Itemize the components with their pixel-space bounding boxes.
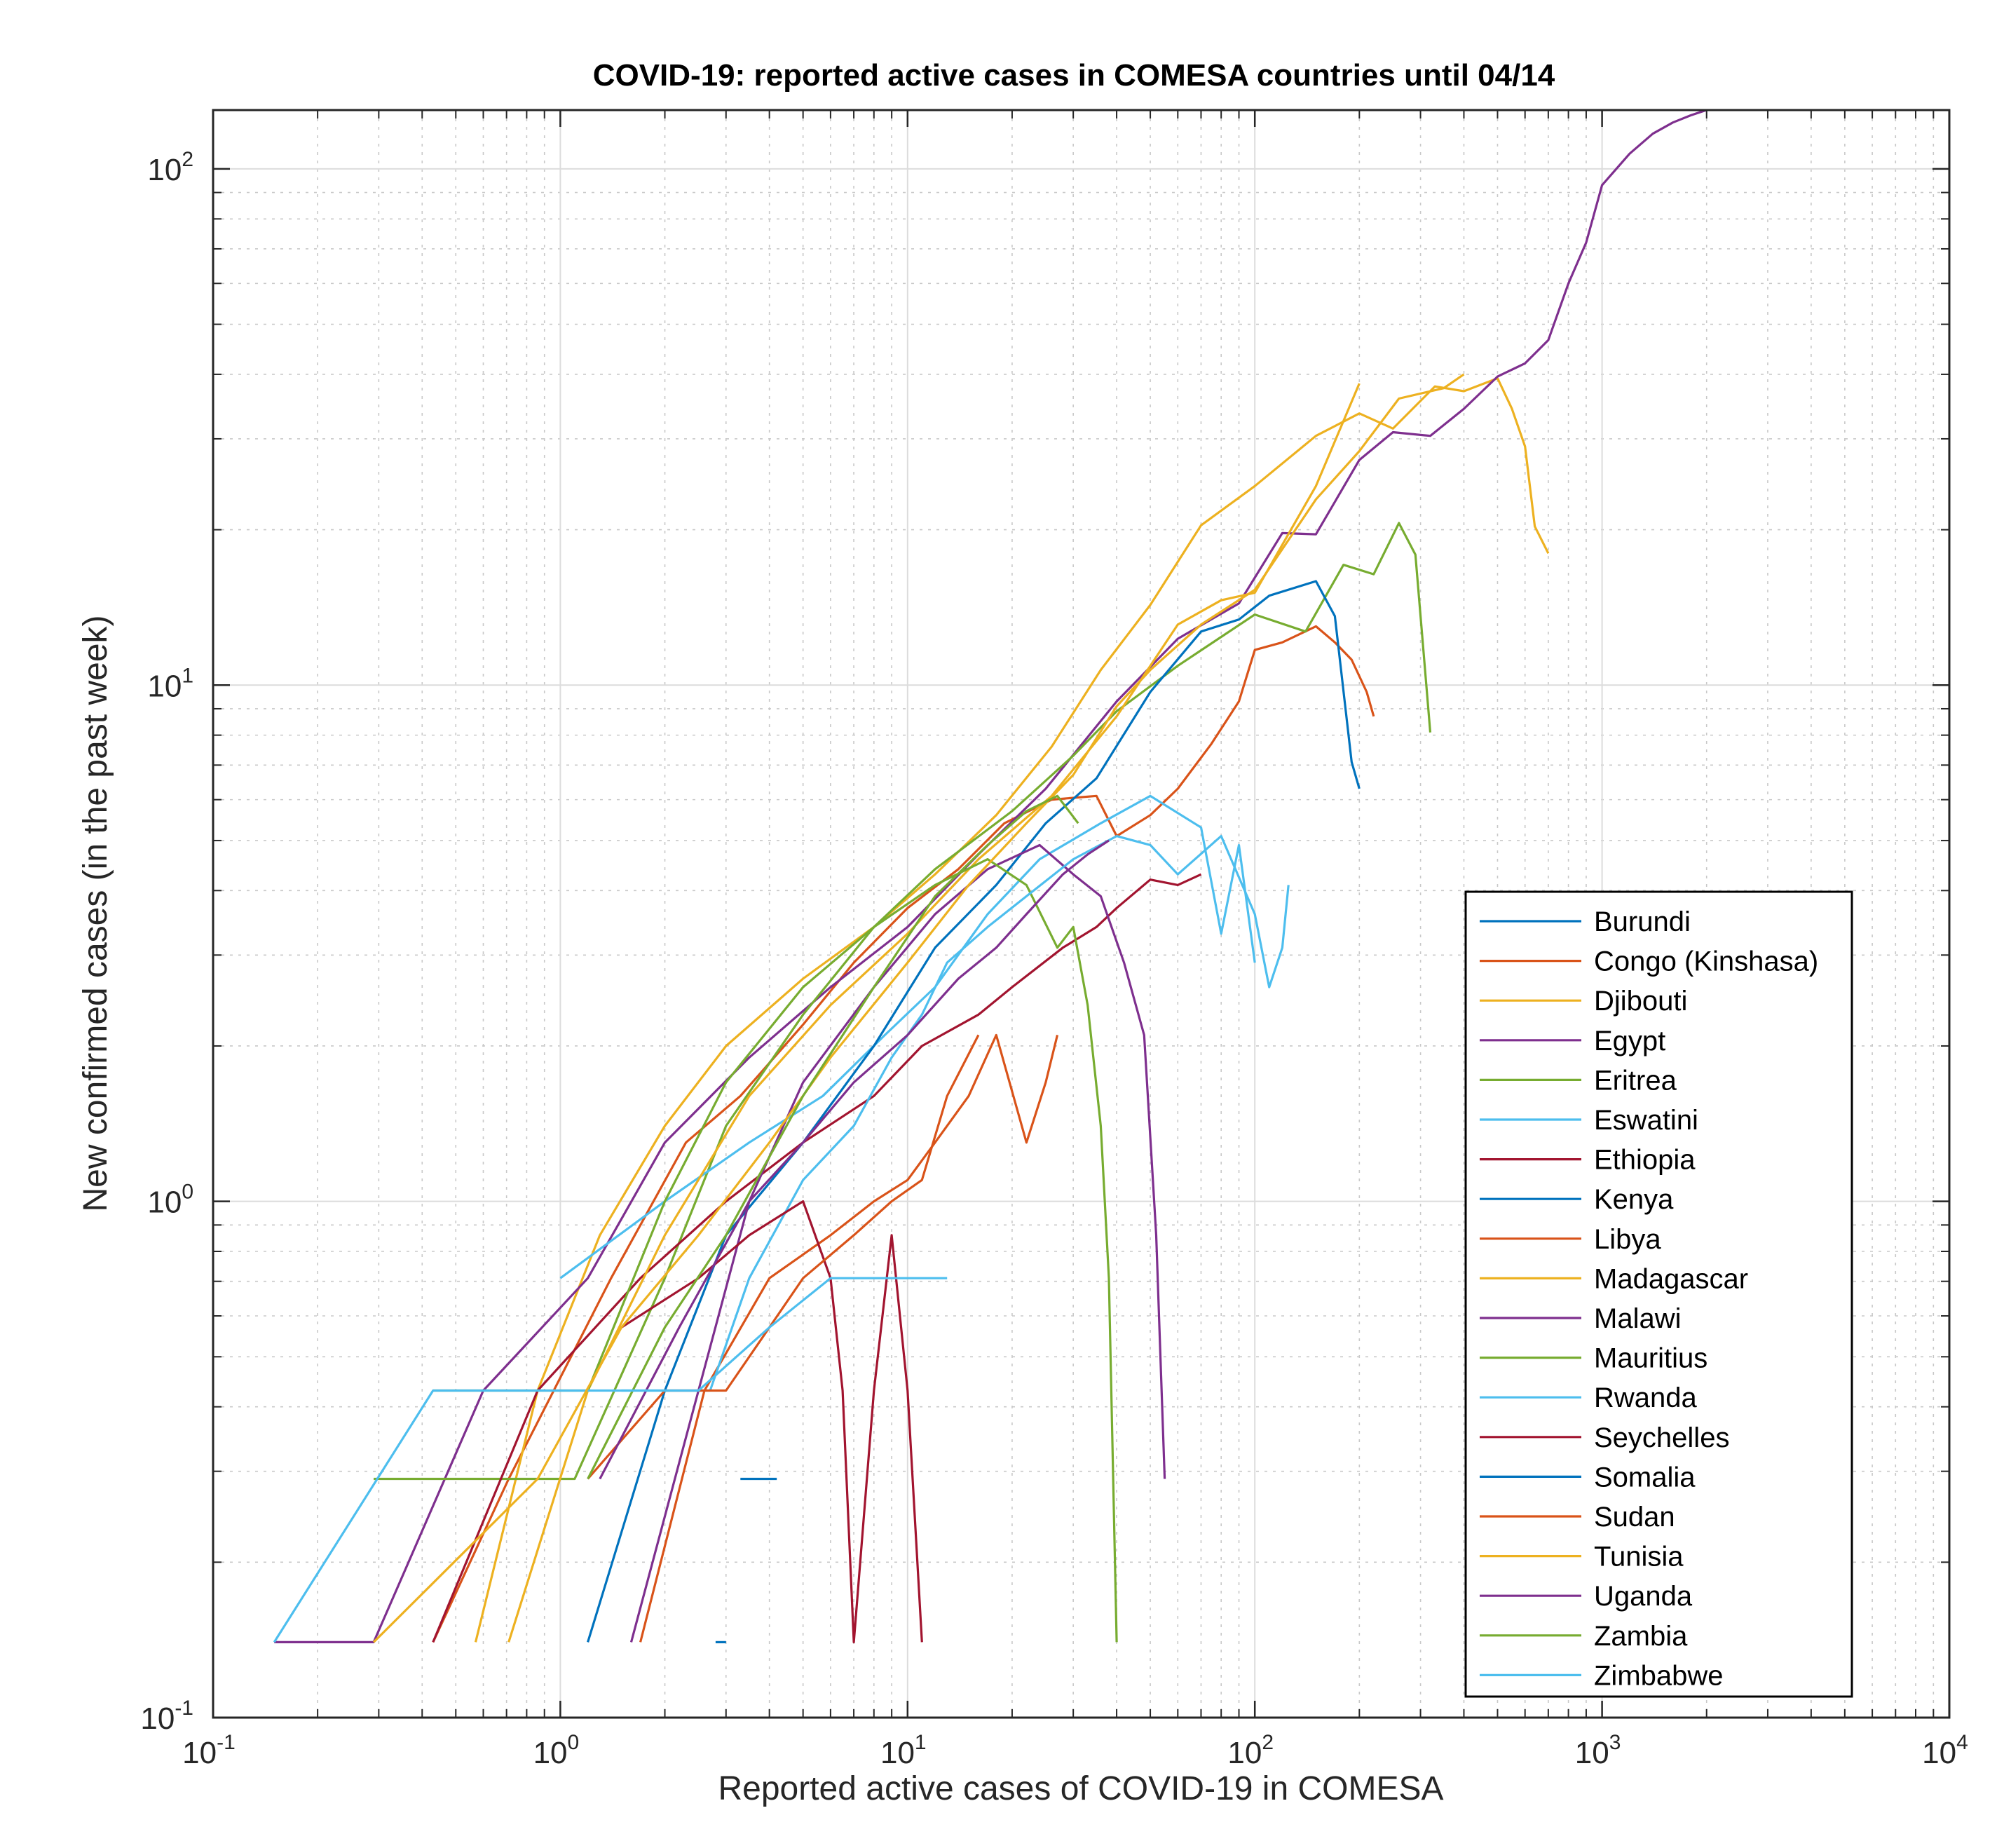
legend-items: Burundi Congo (Kinshasa) Djibouti Egypt Erit…: [1480, 906, 1818, 1691]
legend: Burundi Congo (Kinshasa) Djibouti Egypt Erit…: [1464, 890, 1853, 1698]
legend-label-seychelles: Seychelles: [1594, 1422, 1729, 1453]
legend-label-zimbabwe: Zimbabwe: [1594, 1660, 1724, 1691]
legend-label-burundi: Burundi: [1594, 906, 1691, 937]
legend-label-libya: Libya: [1594, 1224, 1661, 1255]
legend-label-sudan: Sudan: [1594, 1502, 1675, 1533]
legend-label-eritrea: Eritrea: [1594, 1065, 1677, 1096]
series-line-zambia: [587, 794, 1079, 1480]
y-tick-labels: 10-1 100 101 102: [140, 148, 193, 1736]
axis-ticks: [212, 110, 1951, 1719]
legend-box: [1464, 890, 1853, 1698]
legend-label-madagascar: Madagascar: [1594, 1263, 1748, 1294]
series-line-malawi: [629, 843, 1166, 1643]
x-tick-label: 101: [880, 1731, 927, 1770]
legend-label-ethiopia: Ethiopia: [1594, 1145, 1696, 1176]
legend-label-zambia: Zambia: [1594, 1621, 1688, 1652]
y-tick-label: 10-1: [140, 1697, 193, 1736]
y-tick-label: 102: [147, 148, 193, 187]
x-tick-labels: 10-1 100 101 102 103 104: [182, 1731, 1968, 1770]
series-line-zimbabwe: [621, 1277, 948, 1392]
series-line-libya: [639, 1033, 1059, 1643]
series-line-tunisia: [372, 373, 1465, 1643]
x-tick-label: 104: [1922, 1731, 1968, 1770]
y-tick-label: 100: [147, 1181, 193, 1220]
series-line-uganda: [599, 839, 1110, 1480]
x-tick-label: 102: [1227, 1731, 1274, 1770]
series-line-ethiopia: [432, 873, 1202, 1643]
legend-label-eswatini: Eswatini: [1594, 1105, 1698, 1136]
series-line-congo-kinshasa: [432, 625, 1375, 1643]
x-tick-label: 103: [1575, 1731, 1621, 1770]
series-line-kenya: [587, 580, 1361, 1643]
legend-label-rwanda: Rwanda: [1594, 1382, 1698, 1413]
legend-label-kenya: Kenya: [1594, 1184, 1674, 1215]
x-tick-label: 100: [533, 1731, 580, 1770]
legend-label-mauritius: Mauritius: [1594, 1343, 1707, 1374]
series-line-seychelles: [620, 1200, 923, 1643]
series-line-mauritius: [432, 857, 1118, 1643]
legend-label-congo-kinshasa: Congo (Kinshasa): [1594, 946, 1818, 977]
legend-label-malawi: Malawi: [1594, 1303, 1681, 1334]
y-tick-label: 101: [147, 664, 193, 703]
series-lines: [273, 109, 1707, 1643]
legend-label-somalia: Somalia: [1594, 1462, 1696, 1493]
legend-label-tunisia: Tunisia: [1594, 1542, 1684, 1572]
series-line-djibouti: [474, 376, 1550, 1643]
series-line-eritrea: [374, 522, 1432, 1481]
plot-frame: [212, 109, 1951, 1719]
x-tick-label: 10-1: [182, 1731, 236, 1770]
y-axis-label: New confirmed cases (in the past week): [77, 615, 114, 1211]
chart-title: COVID-19: reported active cases in COMES…: [593, 58, 1555, 93]
legend-label-uganda: Uganda: [1594, 1581, 1693, 1612]
legend-label-egypt: Egypt: [1594, 1026, 1665, 1057]
x-axis-label: Reported active cases of COVID-19 in COM…: [718, 1770, 1443, 1807]
legend-label-djibouti: Djibouti: [1594, 986, 1687, 1017]
series-line-eswatini: [559, 794, 1256, 1279]
